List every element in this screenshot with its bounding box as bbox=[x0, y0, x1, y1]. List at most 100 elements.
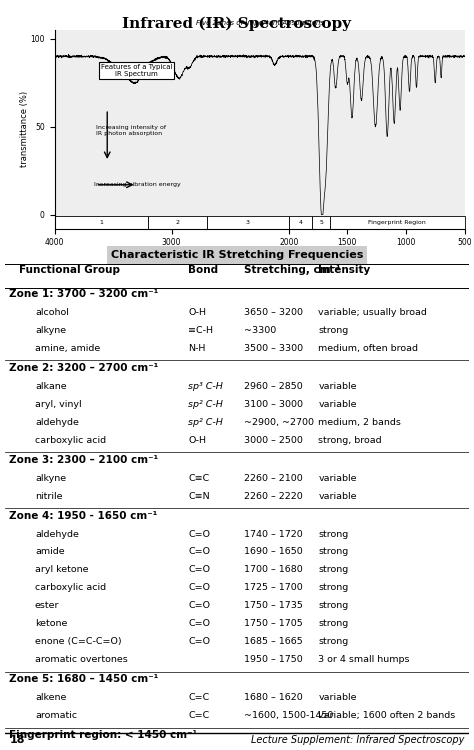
Text: 3100 – 3000: 3100 – 3000 bbox=[244, 400, 303, 409]
Text: 1700 – 1680: 1700 – 1680 bbox=[244, 566, 303, 574]
Text: strong: strong bbox=[319, 620, 348, 628]
Text: Features of a Typical
IR Spectrum: Features of a Typical IR Spectrum bbox=[101, 64, 172, 77]
Text: C=O: C=O bbox=[188, 638, 210, 646]
Text: aldehyde: aldehyde bbox=[35, 418, 79, 427]
Text: C=O: C=O bbox=[188, 602, 210, 610]
Text: strong: strong bbox=[319, 326, 348, 335]
Text: nitrile: nitrile bbox=[35, 492, 63, 501]
Text: aldehyde: aldehyde bbox=[35, 530, 79, 538]
Text: 1750 – 1705: 1750 – 1705 bbox=[244, 620, 303, 628]
Text: C=O: C=O bbox=[188, 566, 210, 574]
Text: medium, often broad: medium, often broad bbox=[319, 344, 418, 353]
Text: ≡C-H: ≡C-H bbox=[188, 326, 213, 335]
Text: 2: 2 bbox=[175, 220, 180, 225]
Text: carboxylic acid: carboxylic acid bbox=[35, 584, 106, 592]
Text: Intensity: Intensity bbox=[319, 266, 371, 275]
Text: ester: ester bbox=[35, 602, 59, 610]
Text: variable: variable bbox=[319, 400, 357, 409]
Text: Zone 1: 3700 – 3200 cm⁻¹: Zone 1: 3700 – 3200 cm⁻¹ bbox=[9, 290, 159, 299]
Y-axis label: transmittance (%): transmittance (%) bbox=[20, 92, 29, 167]
Text: C=C: C=C bbox=[188, 711, 210, 720]
Bar bbox=[207, 217, 289, 229]
Text: N-H: N-H bbox=[188, 344, 206, 353]
Text: variable; 1600 often 2 bands: variable; 1600 often 2 bands bbox=[319, 711, 456, 720]
Text: strong: strong bbox=[319, 584, 348, 592]
Text: C=O: C=O bbox=[188, 620, 210, 628]
Text: Zone 5: 1680 – 1450 cm⁻¹: Zone 5: 1680 – 1450 cm⁻¹ bbox=[9, 674, 159, 684]
Text: sp² C-H: sp² C-H bbox=[188, 400, 223, 409]
Text: Functional Group: Functional Group bbox=[18, 266, 119, 275]
Text: variable: variable bbox=[319, 693, 357, 702]
Text: aryl ketone: aryl ketone bbox=[35, 566, 89, 574]
Text: C≡C: C≡C bbox=[188, 474, 210, 483]
Text: O-H: O-H bbox=[188, 308, 206, 317]
Text: aromatic overtones: aromatic overtones bbox=[35, 656, 128, 664]
Text: C=O: C=O bbox=[188, 584, 210, 592]
Text: 1740 – 1720: 1740 – 1720 bbox=[244, 530, 303, 538]
Bar bbox=[148, 217, 207, 229]
Text: strong: strong bbox=[319, 602, 348, 610]
Text: C≡N: C≡N bbox=[188, 492, 210, 501]
Text: ketone: ketone bbox=[35, 620, 67, 628]
Text: 1680 – 1620: 1680 – 1620 bbox=[244, 693, 303, 702]
Text: strong: strong bbox=[319, 548, 348, 556]
Text: Increasing intensity of
IR photon absorption: Increasing intensity of IR photon absorp… bbox=[96, 124, 165, 136]
Text: C=O: C=O bbox=[188, 530, 210, 538]
Text: sp² C-H: sp² C-H bbox=[188, 418, 223, 427]
Text: alkene: alkene bbox=[35, 693, 66, 702]
Text: ~3300: ~3300 bbox=[244, 326, 276, 335]
Text: 1725 – 1700: 1725 – 1700 bbox=[244, 584, 303, 592]
Text: 1690 – 1650: 1690 – 1650 bbox=[244, 548, 303, 556]
Text: strong, broad: strong, broad bbox=[319, 436, 382, 445]
Text: alkyne: alkyne bbox=[35, 474, 66, 483]
Text: aryl, vinyl: aryl, vinyl bbox=[35, 400, 82, 409]
Text: variable: variable bbox=[319, 474, 357, 483]
Text: O-H: O-H bbox=[188, 436, 206, 445]
Text: Zone 4: 1950 - 1650 cm⁻¹: Zone 4: 1950 - 1650 cm⁻¹ bbox=[9, 511, 158, 520]
Text: enone (C=C-C=O): enone (C=C-C=O) bbox=[35, 638, 121, 646]
Text: Zone 2: 3200 – 2700 cm⁻¹: Zone 2: 3200 – 2700 cm⁻¹ bbox=[9, 363, 159, 373]
Text: Fingerprint Region: Fingerprint Region bbox=[368, 220, 426, 225]
Text: 1: 1 bbox=[100, 220, 103, 225]
Text: amine, amide: amine, amide bbox=[35, 344, 100, 353]
Text: variable: variable bbox=[319, 492, 357, 501]
Text: Infrared (IR) Spectroscopy: Infrared (IR) Spectroscopy bbox=[122, 16, 352, 31]
Bar bbox=[55, 217, 148, 229]
Text: Zone 3: 2300 – 2100 cm⁻¹: Zone 3: 2300 – 2100 cm⁻¹ bbox=[9, 454, 158, 465]
Text: 1685 – 1665: 1685 – 1665 bbox=[244, 638, 303, 646]
Text: Bond: Bond bbox=[188, 266, 219, 275]
Text: 2960 – 2850: 2960 – 2850 bbox=[244, 382, 303, 391]
Bar bbox=[330, 217, 465, 229]
Text: 5: 5 bbox=[319, 220, 323, 225]
Text: 3500 – 3300: 3500 – 3300 bbox=[244, 344, 303, 353]
Text: Lecture Supplement: Infrared Spectroscopy: Lecture Supplement: Infrared Spectroscop… bbox=[251, 735, 465, 745]
Text: 18: 18 bbox=[9, 735, 25, 745]
Text: ~1600, 1500-1450: ~1600, 1500-1450 bbox=[244, 711, 333, 720]
Text: Stretching, cm⁻¹: Stretching, cm⁻¹ bbox=[244, 266, 341, 275]
Text: medium, 2 bands: medium, 2 bands bbox=[319, 418, 401, 427]
Text: aromatic: aromatic bbox=[35, 711, 77, 720]
Text: 3000 – 2500: 3000 – 2500 bbox=[244, 436, 303, 445]
Text: 3650 – 3200: 3650 – 3200 bbox=[244, 308, 303, 317]
Text: Five Zones of Important Absorptions: Five Zones of Important Absorptions bbox=[195, 20, 324, 26]
Text: 3 or 4 small humps: 3 or 4 small humps bbox=[319, 656, 410, 664]
Text: alkane: alkane bbox=[35, 382, 66, 391]
Text: carboxylic acid: carboxylic acid bbox=[35, 436, 106, 445]
X-axis label: wavenumber (cm$^{-1}$): wavenumber (cm$^{-1}$) bbox=[216, 249, 303, 262]
Text: alkyne: alkyne bbox=[35, 326, 66, 335]
Text: alcohol: alcohol bbox=[35, 308, 69, 317]
Text: 3: 3 bbox=[246, 220, 250, 225]
Text: variable; usually broad: variable; usually broad bbox=[319, 308, 427, 317]
Bar bbox=[312, 217, 330, 229]
Text: C=C: C=C bbox=[188, 693, 210, 702]
Text: Fingerprint region: < 1450 cm⁻¹: Fingerprint region: < 1450 cm⁻¹ bbox=[9, 730, 198, 740]
Text: 2260 – 2220: 2260 – 2220 bbox=[244, 492, 303, 501]
Text: amide: amide bbox=[35, 548, 64, 556]
Text: ~2900, ~2700: ~2900, ~2700 bbox=[244, 418, 314, 427]
Text: Characteristic IR Stretching Frequencies: Characteristic IR Stretching Frequencies bbox=[111, 250, 363, 259]
Text: strong: strong bbox=[319, 530, 348, 538]
Text: 1750 – 1735: 1750 – 1735 bbox=[244, 602, 303, 610]
Text: 4: 4 bbox=[299, 220, 302, 225]
Bar bbox=[289, 217, 312, 229]
Text: variable: variable bbox=[319, 382, 357, 391]
